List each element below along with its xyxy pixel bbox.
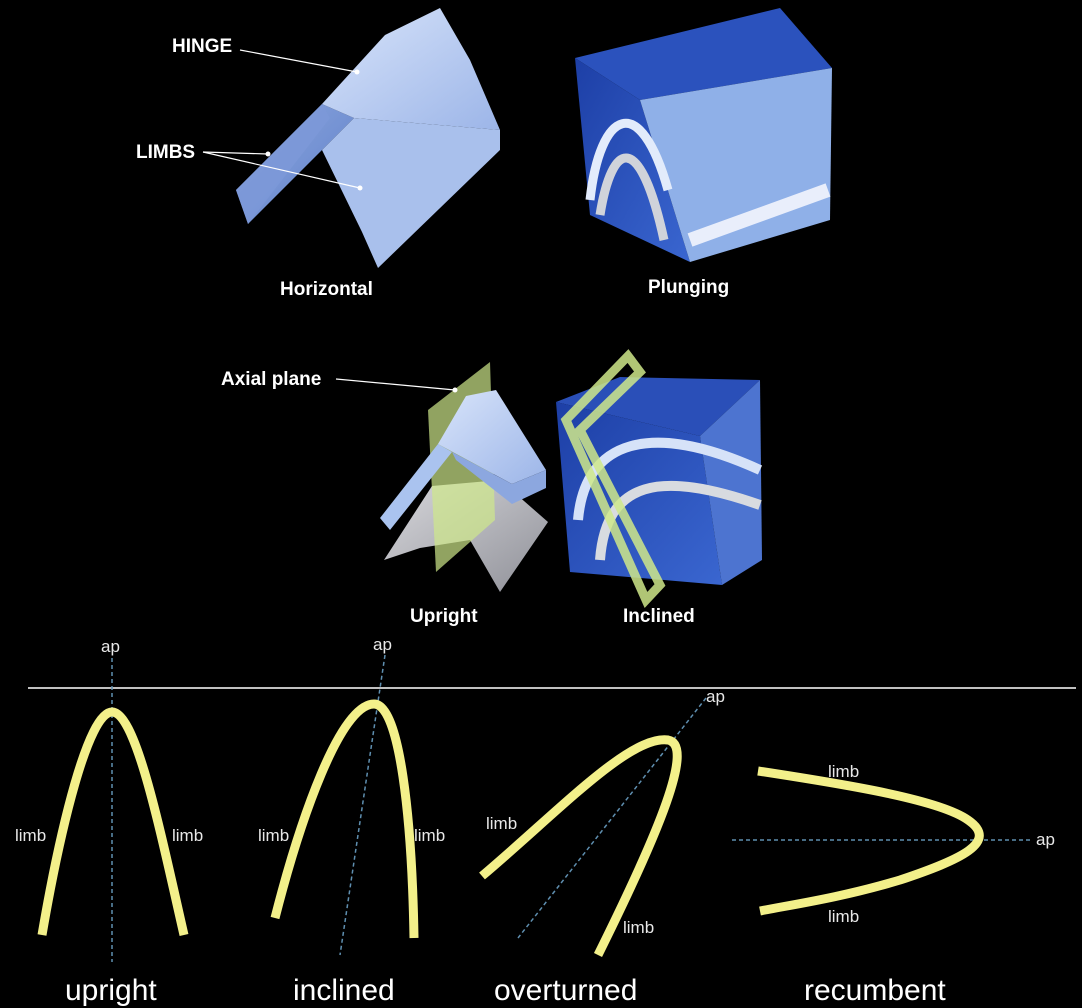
inclined-block-top bbox=[556, 377, 760, 436]
upright-profile: ap limb limb upright bbox=[15, 637, 203, 1007]
overturned-fold-curve bbox=[479, 735, 682, 957]
recumbent-fold-curve bbox=[757, 766, 984, 916]
axial-plane-leader bbox=[335, 378, 456, 391]
inclined-axial-trace bbox=[339, 654, 386, 956]
overturned-profile: ap limb limb overturned bbox=[479, 687, 725, 1007]
inclined-block-side bbox=[700, 380, 762, 585]
horizontal-fold-model bbox=[236, 8, 500, 268]
upright-fold-model bbox=[380, 362, 548, 592]
recumbent-lower-limb-label: limb bbox=[828, 907, 859, 926]
inclined-fold-model bbox=[556, 349, 763, 609]
overturned-type-label: overturned bbox=[494, 974, 637, 1007]
horizontal-fold-right-limb bbox=[322, 118, 500, 268]
horizontal-caption: Horizontal bbox=[280, 279, 373, 300]
inclined-fold-curve bbox=[270, 699, 419, 939]
inclined-left-limb-label: limb bbox=[258, 826, 289, 845]
recumbent-upper-limb-label: limb bbox=[828, 762, 859, 781]
inclined-axial-plane bbox=[560, 349, 666, 609]
hinge-label: HINGE bbox=[172, 36, 232, 57]
axial-plane-dot bbox=[452, 387, 458, 393]
plunging-fold-layer-2 bbox=[595, 153, 669, 241]
inclined-type-label: inclined bbox=[293, 974, 395, 1007]
upright-caption: Upright bbox=[410, 606, 478, 627]
inclined-right-limb-label: limb bbox=[414, 826, 445, 845]
upright-upper-left-limb bbox=[380, 444, 452, 530]
plunging-fold-layer-1 bbox=[585, 118, 673, 201]
plunging-fold-layer-3 bbox=[687, 183, 831, 247]
hinge-leader bbox=[239, 49, 358, 73]
inclined-profile: ap limb limb inclined bbox=[258, 635, 445, 1007]
overturned-lower-limb-label: limb bbox=[623, 918, 654, 937]
recumbent-profile: ap limb limb recumbent bbox=[732, 762, 1055, 1007]
inclined-fold-layer-2 bbox=[595, 480, 762, 561]
upright-type-label: upright bbox=[65, 974, 157, 1007]
upright-right-limb-label: limb bbox=[172, 826, 203, 845]
upright-upper-right bbox=[452, 452, 546, 504]
recumbent-type-label: recumbent bbox=[804, 974, 946, 1007]
limbs-dot-2 bbox=[357, 185, 363, 191]
hinge-dot bbox=[354, 69, 360, 75]
limbs-leader-2 bbox=[202, 151, 361, 189]
upright-left-limb-label: limb bbox=[15, 826, 46, 845]
upright-ap-label: ap bbox=[101, 637, 120, 656]
limbs-label: LIMBS bbox=[136, 142, 195, 163]
horizontal-fold-front-edge bbox=[236, 104, 330, 224]
upright-upper-top bbox=[438, 390, 546, 484]
plunging-block-top bbox=[575, 8, 832, 100]
plunging-caption: Plunging bbox=[648, 277, 729, 298]
plunging-fold-model bbox=[575, 8, 832, 262]
recumbent-ap-label: ap bbox=[1036, 830, 1055, 849]
upright-fold-curve bbox=[37, 707, 189, 937]
inclined-caption: Inclined bbox=[623, 606, 695, 627]
limbs-leader-1 bbox=[202, 151, 269, 155]
limbs-dot-1 bbox=[265, 151, 271, 157]
plunging-block-side bbox=[640, 68, 832, 262]
horizontal-fold-upper-face bbox=[322, 8, 500, 130]
overturned-ap-label: ap bbox=[706, 687, 725, 706]
overturned-upper-limb-label: limb bbox=[486, 814, 517, 833]
inclined-ap-label: ap bbox=[373, 635, 392, 654]
axial-plane-label: Axial plane bbox=[221, 369, 321, 390]
inclined-fold-layer-1 bbox=[573, 437, 763, 521]
